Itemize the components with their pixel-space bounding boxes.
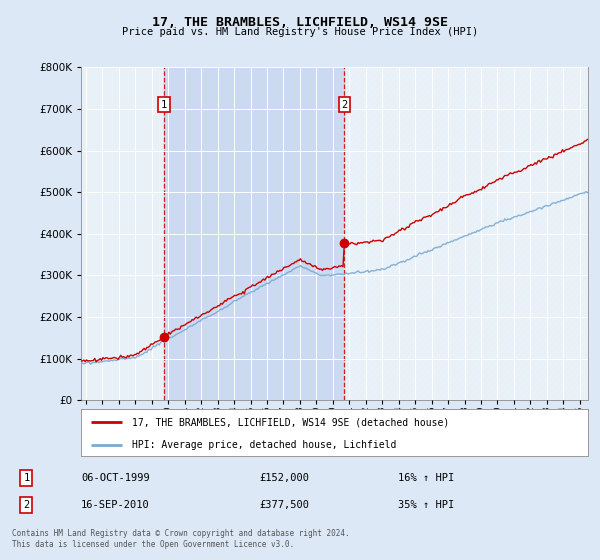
Text: 17, THE BRAMBLES, LICHFIELD, WS14 9SE (detached house): 17, THE BRAMBLES, LICHFIELD, WS14 9SE (d… <box>132 417 449 427</box>
Text: Contains HM Land Registry data © Crown copyright and database right 2024.
This d: Contains HM Land Registry data © Crown c… <box>12 529 350 549</box>
Text: £377,500: £377,500 <box>260 500 310 510</box>
Text: 06-OCT-1999: 06-OCT-1999 <box>81 473 150 483</box>
Bar <box>344 67 588 400</box>
Text: 35% ↑ HPI: 35% ↑ HPI <box>398 500 454 510</box>
Text: Price paid vs. HM Land Registry's House Price Index (HPI): Price paid vs. HM Land Registry's House … <box>122 27 478 37</box>
Text: HPI: Average price, detached house, Lichfield: HPI: Average price, detached house, Lich… <box>132 440 396 450</box>
Text: £152,000: £152,000 <box>260 473 310 483</box>
Text: 1: 1 <box>23 473 29 483</box>
Text: 1: 1 <box>161 100 167 110</box>
Text: 16-SEP-2010: 16-SEP-2010 <box>81 500 150 510</box>
Text: 17, THE BRAMBLES, LICHFIELD, WS14 9SE: 17, THE BRAMBLES, LICHFIELD, WS14 9SE <box>152 16 448 29</box>
Text: 16% ↑ HPI: 16% ↑ HPI <box>398 473 454 483</box>
Text: 2: 2 <box>341 100 347 110</box>
Bar <box>164 67 344 400</box>
Text: 2: 2 <box>23 500 29 510</box>
